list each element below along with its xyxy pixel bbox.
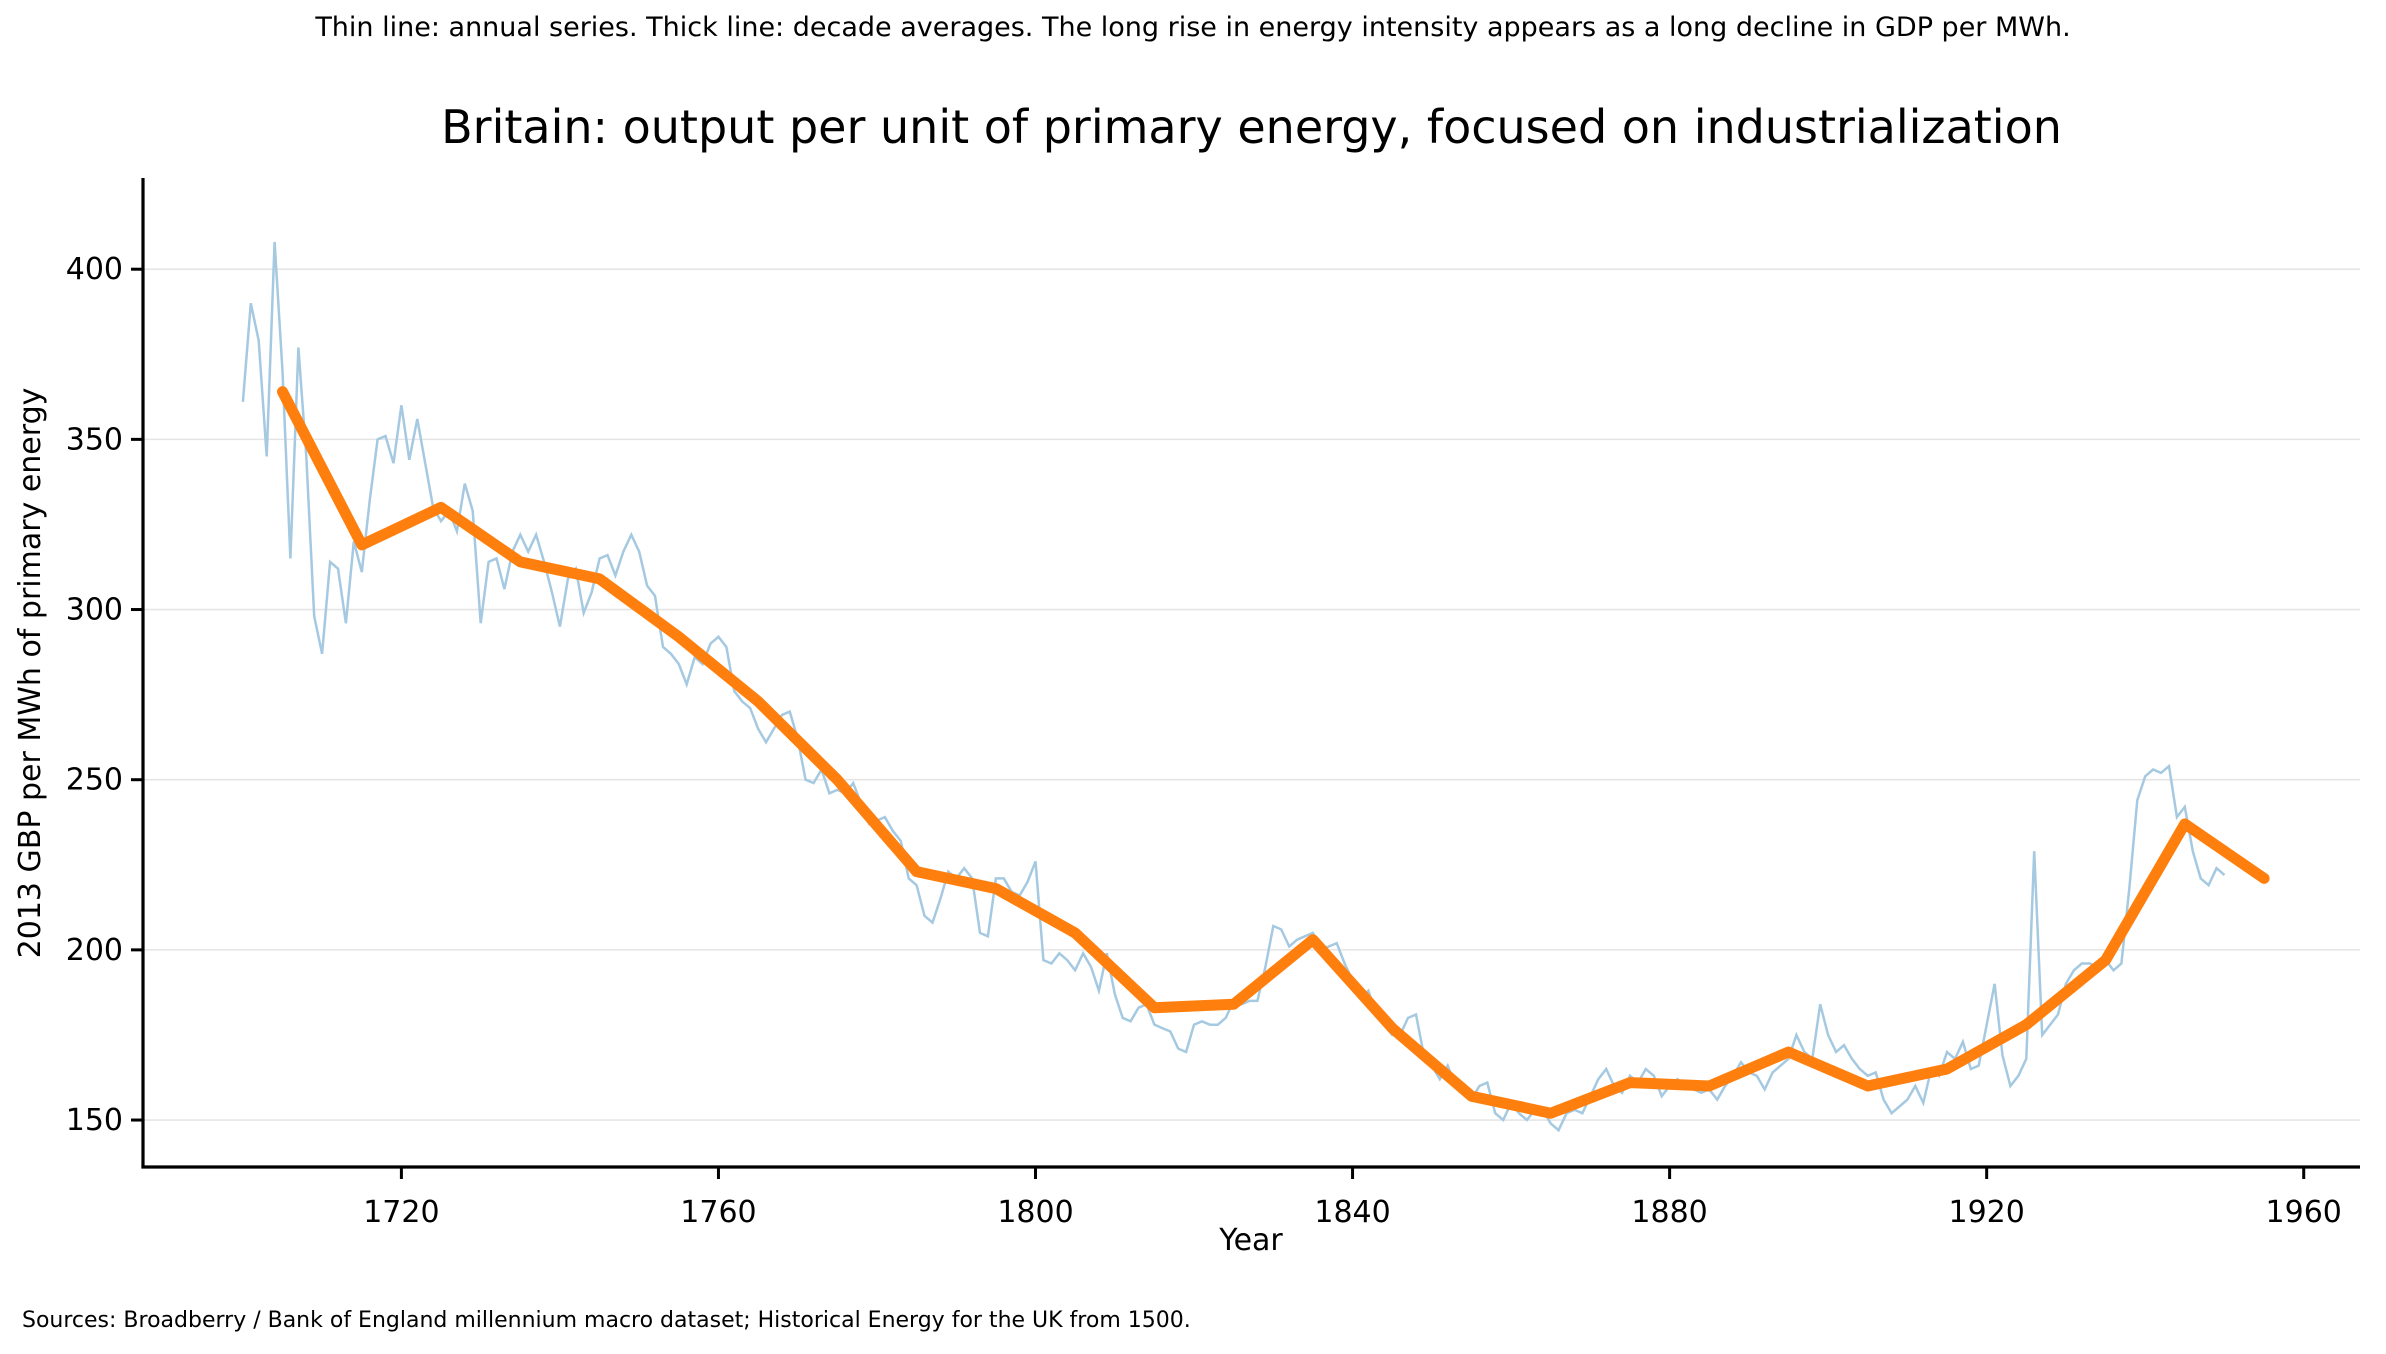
x-tick-label: 1840	[1314, 1195, 1390, 1230]
gridlines	[143, 268, 2360, 1121]
series-lines	[241, 241, 2270, 1133]
y-tick-label: 200	[66, 933, 123, 968]
x-tick-label: 1760	[680, 1195, 756, 1230]
y-tick-label: 250	[66, 763, 123, 798]
x-tick-label: 1720	[363, 1195, 439, 1230]
y-axis-label: 2013 GBP per MWh of primary energy	[13, 388, 48, 959]
axes	[141, 178, 2360, 1169]
y-tick-label: 150	[66, 1103, 123, 1138]
x-tick-label: 1800	[997, 1195, 1073, 1230]
chart-title: Britain: output per unit of primary ener…	[441, 100, 2062, 154]
y-tick-label: 350	[66, 422, 123, 457]
x-axis-label: Year	[1218, 1223, 1283, 1258]
sources-note: Sources: Broadberry / Bank of England mi…	[22, 1308, 1191, 1333]
y-axis-ticks: 150 200 250 300 350 400	[66, 252, 143, 1138]
x-tick-label: 1920	[1948, 1195, 2024, 1230]
decade-average-line	[277, 386, 2270, 1119]
x-tick-label: 1960	[2266, 1195, 2342, 1230]
y-tick-label: 300	[66, 593, 123, 628]
x-axis-ticks: 1720 1760 1800 1840 1880 1920 1960	[363, 1167, 2342, 1230]
figure-subtitle: Thin line: annual series. Thick line: de…	[315, 12, 2071, 43]
y-tick-label: 400	[66, 252, 123, 287]
x-tick-label: 1880	[1631, 1195, 1707, 1230]
